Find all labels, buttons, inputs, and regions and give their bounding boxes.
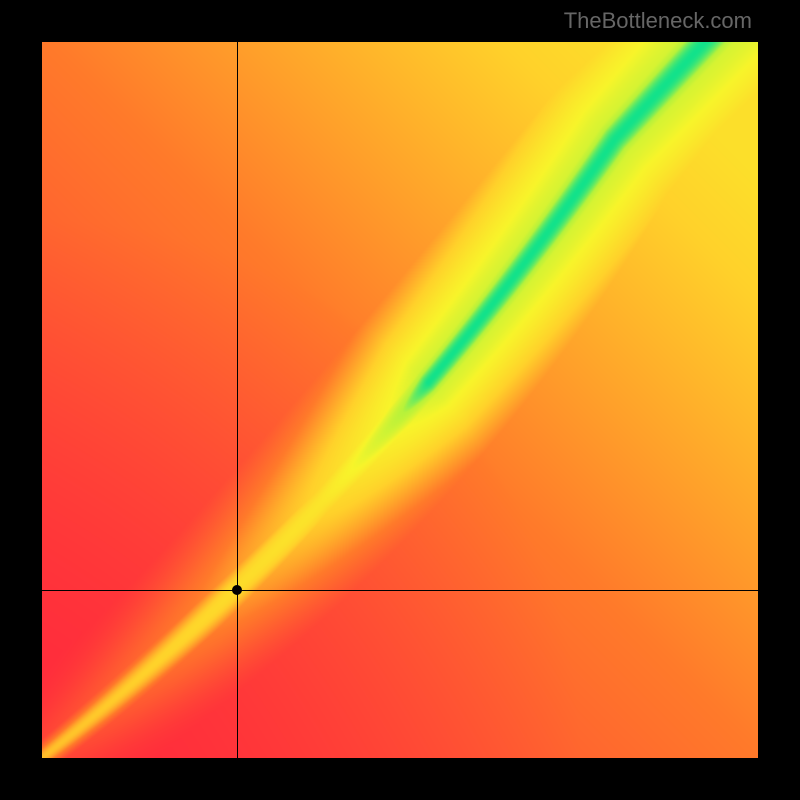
watermark-text: TheBottleneck.com xyxy=(564,8,752,34)
crosshair-marker xyxy=(232,585,242,595)
crosshair-vertical xyxy=(237,42,238,758)
heatmap-canvas xyxy=(42,42,758,758)
crosshair-horizontal xyxy=(42,590,758,591)
bottleneck-heatmap xyxy=(42,42,758,758)
